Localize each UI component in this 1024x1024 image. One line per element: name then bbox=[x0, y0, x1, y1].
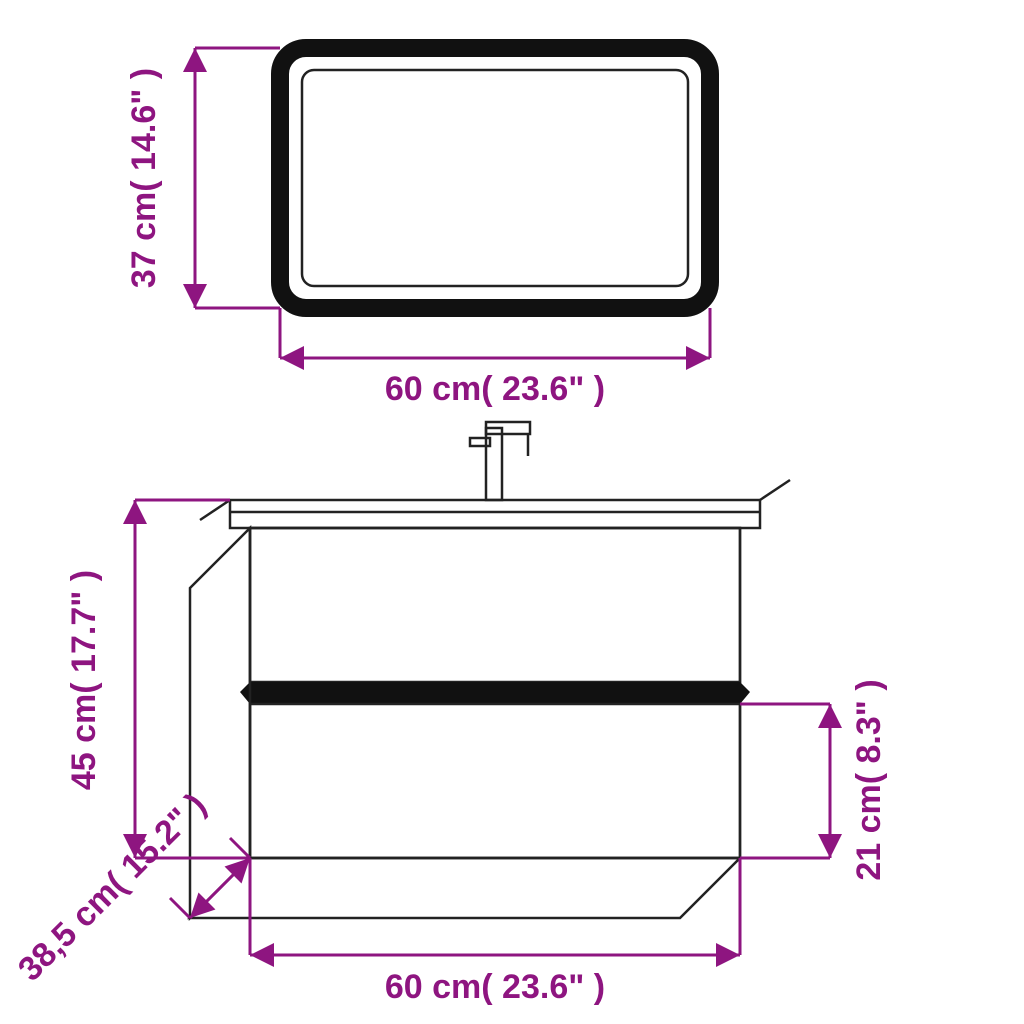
dim-mirror-height: 37 cm( 14.6" ) bbox=[125, 48, 280, 308]
dim-drawer2-height: 21 cm( 8.3" ) bbox=[740, 679, 888, 880]
dim-cabinet-width: 60 cm( 23.6" ) bbox=[250, 858, 740, 1006]
dim-mirror-width: 60 cm( 23.6" ) bbox=[280, 308, 710, 408]
dimension-diagram: 37 cm( 14.6" ) 60 cm( 23.6" ) bbox=[0, 0, 1024, 1024]
dim-mirror-height-label: 37 cm( 14.6" ) bbox=[125, 68, 163, 288]
dim-mirror-width-label: 60 cm( 23.6" ) bbox=[385, 370, 605, 408]
dim-cabinet-width-label: 60 cm( 23.6" ) bbox=[385, 968, 605, 1006]
mirror bbox=[280, 48, 710, 308]
faucet bbox=[470, 422, 530, 500]
cabinet bbox=[190, 480, 790, 918]
dim-drawer2-height-label: 21 cm( 8.3" ) bbox=[850, 679, 888, 880]
dim-cabinet-depth: 38,5 cm( 15.2" ) bbox=[11, 786, 250, 989]
dim-cabinet-depth-label: 38,5 cm( 15.2" ) bbox=[11, 786, 214, 989]
dim-cabinet-height-label: 45 cm( 17.7" ) bbox=[65, 570, 103, 790]
dim-cabinet-height: 45 cm( 17.7" ) bbox=[65, 500, 250, 858]
